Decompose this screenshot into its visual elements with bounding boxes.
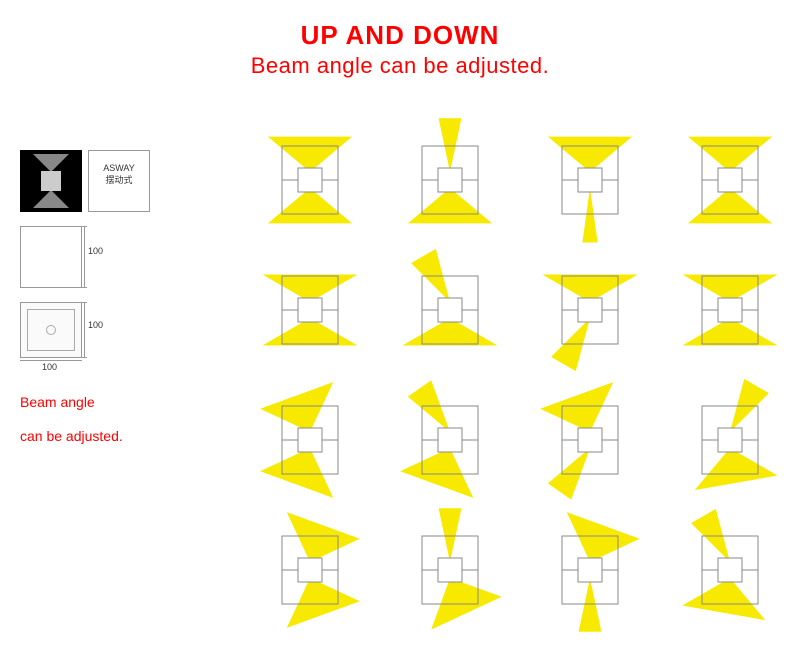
sidebar-text: Beam angle can be adjusted.: [20, 386, 220, 453]
beam-grid: [260, 120, 780, 640]
beam-row: [260, 510, 780, 630]
beam-diagram: [540, 120, 640, 240]
product-label-box: ASWAY 摆动式: [88, 150, 150, 212]
product-photo: [20, 150, 82, 212]
beam-diagram: [400, 510, 500, 630]
beam-diagram: [540, 250, 640, 370]
front-view: 100 100: [20, 302, 220, 358]
dim-height: 100: [88, 246, 103, 256]
beam-diagram: [260, 120, 360, 240]
beam-row: [260, 250, 780, 370]
beam-diagram: [680, 120, 780, 240]
dim-width: 100: [42, 362, 57, 372]
beam-diagram: [540, 510, 640, 630]
side-text-1: Beam angle: [20, 386, 220, 420]
beam-row: [260, 120, 780, 240]
dim-height-2: 100: [88, 320, 103, 330]
title-line-2: Beam angle can be adjusted.: [0, 53, 800, 79]
beam-diagram: [400, 380, 500, 500]
beam-diagram: [400, 250, 500, 370]
product-row: ASWAY 摆动式: [20, 150, 220, 212]
side-text-2: can be adjusted.: [20, 420, 220, 454]
beam-diagram: [680, 510, 780, 630]
beam-diagram: [400, 120, 500, 240]
asway-cn: 摆动式: [89, 175, 149, 187]
beam-diagram: [260, 380, 360, 500]
beam-row: [260, 380, 780, 500]
beam-diagram: [680, 250, 780, 370]
sidebar: ASWAY 摆动式 100 100 100 Beam angle can be …: [20, 150, 220, 453]
title-line-1: UP AND DOWN: [0, 20, 800, 51]
beam-diagram: [260, 510, 360, 630]
top-view: 100: [20, 226, 220, 288]
beam-diagram: [260, 250, 360, 370]
asway-label: ASWAY: [89, 163, 149, 175]
beam-diagram: [540, 380, 640, 500]
beam-diagram: [680, 380, 780, 500]
header: UP AND DOWN Beam angle can be adjusted.: [0, 0, 800, 79]
